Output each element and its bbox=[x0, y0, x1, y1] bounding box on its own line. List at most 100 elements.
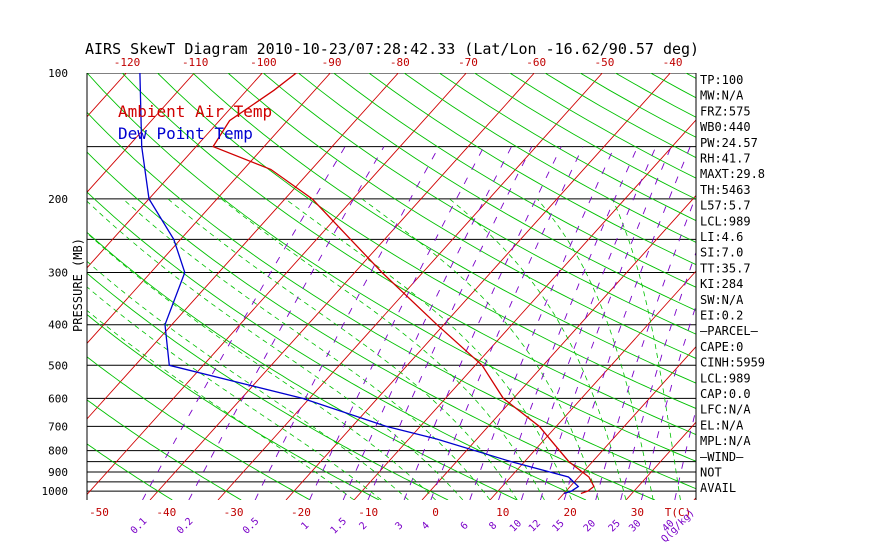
dry-adiabat-10 bbox=[87, 231, 518, 500]
mixing-ratio-line-10 bbox=[520, 146, 657, 500]
top-temp-tick-label: -90 bbox=[322, 56, 342, 69]
index-label: RH:41.7 bbox=[700, 152, 751, 166]
isotherm-20 bbox=[557, 345, 696, 500]
mixing-ratio-label: 6 bbox=[459, 520, 471, 532]
mixing-ratio-label: 1.5 bbox=[329, 516, 350, 537]
dry-adiabat-30 bbox=[87, 151, 656, 500]
top-temp-tick-label: -110 bbox=[182, 56, 209, 69]
moist-adiabat-26 bbox=[361, 198, 600, 500]
dry-adiabat-20 bbox=[87, 191, 587, 500]
isotherm-lines bbox=[0, 73, 870, 500]
dry-adiabat--40 bbox=[87, 443, 173, 500]
mixing-ratio-line-1.5 bbox=[342, 146, 512, 500]
top-temp-tick-label: -50 bbox=[594, 56, 614, 69]
isotherm--70 bbox=[87, 73, 331, 345]
bottom-temp-tick-label: -10 bbox=[358, 506, 378, 519]
mixing-ratio-label: 12 bbox=[527, 518, 543, 534]
index-label: LI:4.6 bbox=[700, 230, 743, 244]
bottom-temp-tick-label: T(C) bbox=[665, 506, 692, 519]
mixing-ratio-label: 0.1 bbox=[129, 516, 150, 537]
index-label: L57:5.7 bbox=[700, 199, 751, 213]
index-label: LCL:989 bbox=[700, 214, 751, 228]
top-temp-tick-label: -70 bbox=[458, 56, 478, 69]
mixing-ratio-label: 30 bbox=[627, 518, 643, 534]
isotherm--30 bbox=[217, 73, 603, 500]
index-label: CINH:5959 bbox=[700, 356, 765, 370]
dry-adiabat-160 bbox=[474, 73, 696, 200]
moist-adiabat--6 bbox=[87, 286, 382, 500]
sounding-profiles bbox=[139, 73, 595, 495]
mixing-ratio-line-1 bbox=[309, 146, 485, 500]
mixing-ratio-label: 25 bbox=[607, 518, 623, 534]
bottom-temp-tick-label: -30 bbox=[224, 506, 244, 519]
index-label: MW:N/A bbox=[700, 89, 744, 103]
index-label: TH:5463 bbox=[700, 183, 751, 197]
mixing-ratio-lines bbox=[142, 146, 696, 500]
mixing-ratio-label: 1 bbox=[299, 520, 311, 532]
index-label: SW:N/A bbox=[700, 293, 744, 307]
moist-adiabat-6 bbox=[87, 200, 464, 500]
moist-adiabat--2 bbox=[87, 260, 409, 500]
top-temp-tick-label: -40 bbox=[663, 56, 683, 69]
top-temp-tick-label: -80 bbox=[390, 56, 410, 69]
pressure-tick-label: 800 bbox=[48, 445, 68, 458]
mixing-ratio-label: 10 bbox=[508, 518, 524, 534]
mixing-ratio-label: 15 bbox=[551, 518, 567, 534]
mixing-ratio-line-20 bbox=[595, 194, 696, 500]
legend-dewpoint: Dew Point Temp bbox=[118, 124, 253, 143]
isotherm--90 bbox=[87, 73, 195, 193]
top-temp-tick-label: -120 bbox=[114, 56, 141, 69]
moist-adiabat--10 bbox=[87, 309, 355, 500]
bottom-temp-tick-label: 0 bbox=[432, 506, 439, 519]
dry-adiabat-70 bbox=[157, 73, 696, 410]
index-label: MAXT:29.8 bbox=[700, 167, 765, 181]
index-label: NOT bbox=[700, 466, 722, 480]
pressure-tick-label: 500 bbox=[48, 359, 68, 372]
pressure-tick-label: 1000 bbox=[42, 485, 69, 498]
dry-adiabat-120 bbox=[333, 73, 696, 288]
moist-adiabat-38 bbox=[611, 198, 681, 500]
isotherm-30 bbox=[625, 421, 696, 500]
isotherm-50 bbox=[762, 73, 870, 500]
isotherm--40 bbox=[149, 73, 535, 500]
y-axis-label: PRESSURE (MB) bbox=[71, 238, 85, 332]
dry-adiabat-150 bbox=[439, 73, 696, 222]
index-label: WB0:440 bbox=[700, 120, 751, 134]
mixing-ratio-label: 0.5 bbox=[241, 516, 262, 537]
pressure-tick-label: 900 bbox=[48, 466, 68, 479]
index-label: AVAIL bbox=[700, 481, 736, 495]
dry-adiabat-100 bbox=[262, 73, 696, 335]
isotherm--20 bbox=[285, 73, 671, 500]
mixing-ratio-label: 8 bbox=[487, 520, 499, 532]
moist-adiabat-30 bbox=[449, 198, 627, 500]
index-label: —WIND— bbox=[700, 450, 744, 464]
pressure-tick-label: 700 bbox=[48, 420, 68, 433]
chart-title: AIRS SkewT Diagram 2010-10-23/07:28:42.3… bbox=[85, 40, 699, 58]
moist-adiabat-2 bbox=[87, 232, 436, 500]
dry-adiabat-60 bbox=[121, 73, 696, 436]
isotherm--110 bbox=[0, 73, 58, 500]
bottom-temp-tick-label: -50 bbox=[89, 506, 109, 519]
index-label: CAPE:0 bbox=[700, 340, 743, 354]
moist-adiabat-10 bbox=[122, 198, 491, 500]
moist-adiabat-18 bbox=[221, 198, 545, 500]
dry-adiabat-110 bbox=[298, 73, 696, 312]
pressure-tick-label: 300 bbox=[48, 267, 68, 280]
moist-adiabat-34 bbox=[536, 198, 654, 500]
mixing-ratio-line-0.2 bbox=[188, 146, 385, 500]
dry-adiabat-40 bbox=[87, 111, 696, 490]
plot-grid bbox=[0, 73, 870, 500]
pressure-tick-label: 400 bbox=[48, 319, 68, 332]
mixing-ratio-line-6 bbox=[469, 146, 615, 500]
mixing-ratio-line-8 bbox=[498, 146, 639, 500]
bottom-temp-tick-label: 20 bbox=[563, 506, 576, 519]
bottom-temp-tick-label: 10 bbox=[496, 506, 509, 519]
bottom-temp-tick-label: 30 bbox=[631, 506, 644, 519]
index-label: CAP:0.0 bbox=[700, 387, 751, 401]
pressure-tick-label: 200 bbox=[48, 193, 68, 206]
mixing-ratio-line-0.5 bbox=[254, 146, 440, 500]
dry-adiabat--30 bbox=[87, 399, 242, 500]
index-label: FRZ:575 bbox=[700, 104, 751, 118]
